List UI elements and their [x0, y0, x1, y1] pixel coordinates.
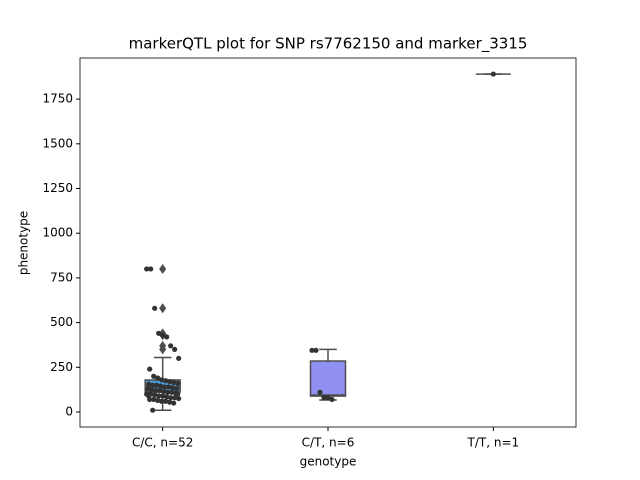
data-point: [313, 347, 319, 353]
data-point: [146, 393, 152, 399]
data-point: [147, 366, 153, 372]
data-point: [151, 396, 157, 403]
y-tick-label: 750: [50, 270, 73, 284]
x-tick-label: C/T, n=6: [302, 436, 355, 450]
data-point: [152, 392, 158, 398]
y-axis-label: phenotype: [17, 211, 31, 275]
data-point: [160, 393, 166, 399]
data-point: [144, 266, 150, 272]
data-point: [153, 387, 159, 394]
y-tick-label: 1500: [42, 136, 73, 150]
chart-title: markerQTL plot for SNP rs7762150 and mar…: [129, 35, 528, 54]
y-tick-label: 1250: [42, 181, 73, 195]
data-point: [174, 386, 180, 392]
y-tick-label: 500: [50, 315, 73, 329]
data-point: [168, 343, 174, 349]
y-tick-label: 250: [50, 360, 73, 374]
data-point: [160, 332, 166, 338]
data-point: [175, 380, 181, 386]
data-point: [176, 395, 182, 402]
data-point: [155, 397, 161, 403]
data-point: [329, 396, 335, 403]
y-tick-label: 1750: [42, 92, 73, 106]
data-point: [158, 383, 164, 389]
data-point: [172, 395, 178, 401]
data-point: [156, 330, 162, 336]
flier: [159, 344, 167, 355]
flier: [159, 263, 167, 274]
data-point: [166, 384, 172, 390]
data-point: [490, 71, 496, 77]
data-point: [161, 388, 167, 395]
x-axis-label: genotype: [300, 455, 357, 469]
data-point: [321, 395, 327, 401]
data-point: [168, 395, 174, 401]
data-point: [163, 398, 169, 404]
data-point: [156, 393, 162, 399]
data-point: [165, 389, 171, 395]
data-point: [146, 381, 152, 387]
data-point: [154, 382, 160, 388]
data-point: [167, 378, 173, 385]
data-point: [317, 389, 323, 395]
data-point: [175, 391, 181, 397]
data-point: [171, 400, 177, 406]
data-point: [176, 355, 182, 361]
data-point: [155, 375, 161, 381]
x-tick-label: C/C, n=52: [132, 436, 193, 450]
data-point: [162, 384, 168, 390]
plot-frame: [79, 57, 577, 428]
data-point: [325, 395, 331, 401]
data-point: [152, 305, 158, 311]
box: [309, 360, 347, 397]
data-point: [149, 387, 155, 393]
data-point: [145, 386, 151, 392]
data-point: [167, 399, 173, 405]
data-point: [169, 389, 175, 395]
y-tick-label: 0: [65, 404, 73, 418]
flier: [159, 303, 167, 314]
data-point: [172, 346, 178, 353]
x-tick-label: T/T, n=1: [467, 436, 520, 450]
data-point: [151, 373, 157, 379]
data-point: [164, 334, 170, 340]
data-point: [150, 407, 156, 413]
y-tick-label: 1000: [42, 226, 73, 240]
data-point: [148, 266, 154, 272]
data-point: [159, 398, 165, 404]
data-point: [157, 387, 163, 394]
data-point: [164, 394, 170, 400]
data-point: [150, 382, 156, 388]
data-point: [163, 378, 169, 384]
data-point: [170, 385, 176, 391]
data-point: [159, 377, 165, 383]
data-point: [171, 379, 177, 386]
data-point: [309, 347, 315, 353]
